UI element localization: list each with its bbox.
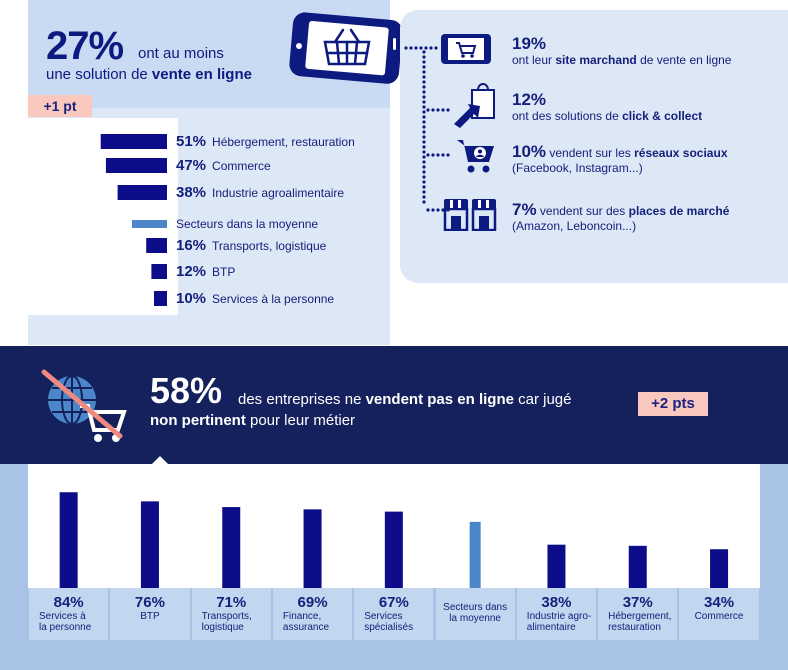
change-badge-top: +1 pt (28, 95, 92, 117)
hbar-label-1: 47% Commerce (176, 157, 271, 174)
vbar-cell-1: 76% BTP (110, 588, 190, 640)
hbar-6 (154, 291, 167, 306)
hbar-label-0: 51% Hébergement, restauration (176, 133, 355, 150)
vbar-value-0: 84% (53, 594, 84, 611)
hbar-category-6: Services à la personne (212, 292, 335, 306)
vbar-5 (469, 521, 481, 588)
hbar-value-6: 10% (176, 290, 207, 307)
vbar-category-8: Commerce (694, 611, 744, 622)
vbar-cell-7: 37% Hébergement, restauration (598, 588, 678, 640)
vbar-value-3: 69% (297, 594, 328, 611)
not-online-text-2: non pertinent pour leur métier (150, 412, 356, 429)
vbar-cell-6: 38% Industrie agro-alimentaire (516, 588, 597, 640)
hbar-4 (146, 238, 167, 253)
vbar-cell-8: 34% Commerce (679, 588, 759, 640)
vbar-2 (222, 507, 241, 588)
not-online-text-1: des entreprises ne vendent pas en ligne … (238, 391, 572, 408)
hbar-category-0: Hébergement, restauration (212, 135, 355, 149)
vbar-cell-2: 71% Transports, logistique (191, 588, 271, 640)
hbar-category-3: Secteurs dans la moyenne (176, 217, 319, 231)
hbar-category-1: Commerce (212, 159, 271, 173)
change-badge-band: +2 pts (638, 392, 708, 416)
hbar-label-6: 10% Services à la personne (176, 290, 334, 307)
hbar-3 (131, 220, 167, 228)
hbar-1 (105, 158, 167, 173)
phone-basket-icon (289, 12, 403, 84)
hbar-value-1: 47% (176, 157, 207, 174)
online-sales-text-2: une solution de vente en ligne (46, 66, 252, 83)
channel-click-collect: 12% ont des solutions de click & collect (512, 90, 703, 123)
hbar-label-3: Secteurs dans la moyenne (176, 217, 318, 231)
vbar-category-1: BTP (140, 611, 160, 622)
online-sales-pct: 27% (46, 24, 124, 68)
vbar-category-4: Services spécialisés (364, 611, 414, 633)
hbar-value-0: 51% (176, 133, 207, 150)
vbar-value-7: 37% (622, 594, 653, 611)
hbar-2 (117, 185, 167, 200)
channel-reseaux-sociaux: 10% vendent sur les réseaux sociaux (Fac… (512, 142, 728, 175)
online-sales-text-1: ont au moins (138, 45, 224, 62)
vbar-cell-3: 69% Finance, assurance (272, 588, 353, 640)
hbar-category-2: Industrie agroalimentaire (212, 186, 345, 200)
vbar-category-5: Secteurs dans la moyenne (443, 602, 508, 624)
vbar-value-4: 67% (378, 594, 409, 611)
hbar-category-5: BTP (212, 265, 236, 279)
pointer-notch (150, 456, 170, 466)
vbar-4 (384, 511, 403, 588)
vbar-category-3: Finance, assurance (282, 611, 330, 633)
cart-user-icon (457, 140, 494, 173)
vbar-value-2: 71% (216, 594, 247, 611)
hbar-value-2: 38% (176, 184, 207, 201)
vbar-value-6: 38% (541, 594, 572, 611)
hbar-value-5: 12% (176, 263, 207, 280)
vbar-value-1: 76% (134, 594, 165, 611)
tablet-cart-icon (441, 34, 491, 64)
hbar-category-4: Transports, logistique (212, 239, 327, 253)
vbar-cell-5: Secteurs dans la moyenne (435, 588, 515, 640)
bag-click-icon (454, 83, 495, 128)
hbar-label-5: 12% BTP (176, 263, 235, 280)
hbar-label-2: 38% Industrie agroalimentaire (176, 184, 344, 201)
vbar-category-7: Hébergement, restauration (608, 611, 672, 633)
market-stalls-icon (443, 199, 497, 231)
connector-dots (404, 46, 450, 212)
hbar-value-4: 16% (176, 237, 207, 254)
vbar-1 (140, 501, 159, 588)
not-online-pct: 58% (150, 370, 223, 411)
channel-site-marchand: 19% ont leur site marchand de vente en l… (512, 34, 732, 67)
vbar-category-0: Services à la personne (39, 611, 92, 633)
vbar-3 (303, 509, 322, 588)
hbar-0 (100, 134, 167, 149)
vbar-cell-0: 84% Services à la personne (29, 588, 109, 640)
bar-area-background (28, 118, 178, 315)
hbar-label-4: 16% Transports, logistique (176, 237, 326, 254)
hbar-5 (151, 264, 167, 279)
vbar-8 (710, 549, 729, 588)
vbar-value-8: 34% (704, 594, 735, 611)
vbar-6 (547, 544, 566, 588)
vbar-0 (59, 492, 78, 588)
sector-horizontal-bar-chart (100, 134, 167, 306)
channel-places-marche: 7% vendent sur des places de marché (Ama… (512, 200, 730, 233)
vbar-7 (628, 545, 647, 588)
vbar-cell-4: 67% Services spécialisés (354, 588, 434, 640)
crossed-globe-cart-icon (41, 369, 127, 442)
vbar-category-2: Transports, logistique (201, 611, 252, 633)
vbar-category-6: Industrie agro-alimentaire (526, 611, 592, 633)
